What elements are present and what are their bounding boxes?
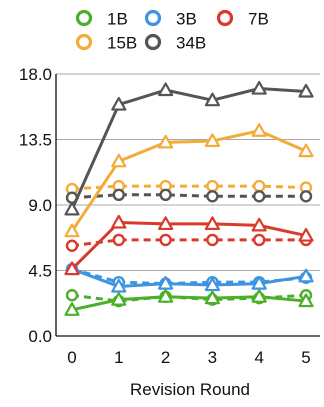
point-34b-solid-1 xyxy=(111,96,127,111)
point-34b-dashed-5 xyxy=(299,190,313,203)
point-15b-solid-3 xyxy=(204,133,220,148)
series-34b-solid-line xyxy=(70,87,307,210)
solid-series-group xyxy=(64,80,314,316)
point-3b-solid-3 xyxy=(204,277,220,292)
x-axis: 0 1 2 3 4 5 xyxy=(67,348,310,367)
legend-marker-1b xyxy=(75,9,93,27)
point-3b-solid-1 xyxy=(111,278,127,293)
point-15b-solid-4 xyxy=(251,123,267,137)
point-7b-solid-5 xyxy=(298,227,314,242)
point-1b-dashed-0 xyxy=(65,289,79,302)
point-3b-solid-5 xyxy=(298,268,314,283)
y-axis: 0.0 4.5 9.0 13.5 18.0 xyxy=(19,65,52,346)
series-34b-dashed-line xyxy=(71,193,306,200)
point-34b-dashed-1 xyxy=(112,188,126,202)
x-tick-label-0: 0 xyxy=(67,348,76,367)
legend-label-34b: 34B xyxy=(176,34,206,53)
x-tick-label-2: 2 xyxy=(161,348,170,367)
series-7b-solid-line xyxy=(70,220,307,271)
legend-label-3b: 3B xyxy=(176,10,197,29)
point-1b-solid-3 xyxy=(204,290,220,305)
series-7b-dashed-line xyxy=(71,238,306,248)
point-15b-dashed-4 xyxy=(253,179,266,193)
x-tick-label-4: 4 xyxy=(254,348,263,367)
point-34b-solid-5 xyxy=(298,83,314,98)
point-7b-solid-0 xyxy=(64,261,80,276)
legend-marker-7b xyxy=(216,9,234,27)
point-1b-solid-2 xyxy=(158,289,174,303)
point-7b-dashed-2 xyxy=(159,233,172,247)
x-tick-label-1: 1 xyxy=(114,348,123,367)
point-1b-solid-0 xyxy=(64,302,80,316)
point-7b-solid-1 xyxy=(111,214,127,229)
x-tick-label-3: 3 xyxy=(208,348,217,367)
point-15b-solid-5 xyxy=(298,143,314,158)
gridlines xyxy=(56,73,320,271)
series-1b-solid-line xyxy=(71,295,307,312)
point-34b-solid-4 xyxy=(251,80,267,95)
point-34b-dashed-2 xyxy=(159,188,172,202)
series-15b-solid-line xyxy=(70,129,307,233)
point-1b-solid-4 xyxy=(251,289,267,303)
dashed-series-group xyxy=(65,179,313,308)
point-1b-solid-1 xyxy=(111,292,127,306)
point-34b-dashed-4 xyxy=(253,190,266,203)
point-15b-solid-0 xyxy=(64,223,80,238)
point-7b-dashed-0 xyxy=(65,239,79,252)
point-7b-solid-4 xyxy=(251,217,267,232)
legend-label-1b: 1B xyxy=(107,10,128,29)
point-7b-solid-3 xyxy=(204,216,220,231)
legend-marker-34b xyxy=(144,33,162,51)
point-15b-dashed-3 xyxy=(206,179,219,193)
point-34b-solid-3 xyxy=(204,92,220,107)
x-tick-label-5: 5 xyxy=(301,348,310,367)
point-34b-solid-0 xyxy=(64,201,80,216)
series-15b-dashed-line xyxy=(71,184,307,191)
legend-marker-15b xyxy=(75,33,93,51)
x-axis-title: Revision Round xyxy=(130,380,250,399)
point-34b-dashed-3 xyxy=(206,190,219,203)
point-15b-solid-1 xyxy=(111,153,127,168)
y-tick-label-18-0: 18.0 xyxy=(19,65,52,84)
point-7b-dashed-1 xyxy=(112,233,126,247)
plot-frame xyxy=(55,74,320,337)
point-15b-solid-2 xyxy=(158,134,174,149)
y-tick-label-13-5: 13.5 xyxy=(19,131,52,150)
y-tick-label-0-0: 0.0 xyxy=(28,327,52,346)
series-3b-solid-line xyxy=(71,267,307,289)
point-34b-solid-2 xyxy=(158,82,174,97)
legend-label-15b: 15B xyxy=(107,34,137,53)
legend-marker-3b xyxy=(144,9,162,27)
legend: 1B 3B 7B 15B 34B xyxy=(75,9,269,53)
point-3b-solid-4 xyxy=(251,276,267,290)
point-3b-solid-2 xyxy=(158,276,174,290)
y-tick-label-9-0: 9.0 xyxy=(28,196,52,215)
legend-label-7b: 7B xyxy=(248,10,269,29)
point-7b-dashed-4 xyxy=(253,233,266,247)
y-tick-label-4-5: 4.5 xyxy=(28,262,52,281)
point-1b-solid-5 xyxy=(298,293,314,308)
point-7b-solid-2 xyxy=(158,216,174,231)
point-7b-dashed-3 xyxy=(206,233,219,247)
